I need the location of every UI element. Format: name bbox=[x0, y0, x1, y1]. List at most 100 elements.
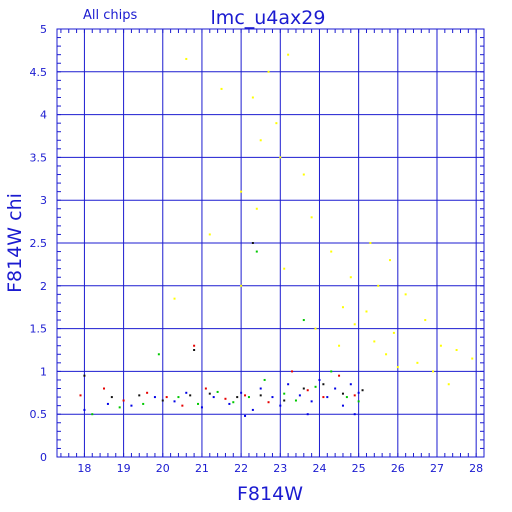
data-point bbox=[259, 139, 262, 142]
data-point bbox=[279, 404, 282, 407]
data-point bbox=[240, 190, 243, 193]
data-point bbox=[330, 370, 333, 373]
data-point bbox=[91, 413, 94, 416]
data-point bbox=[83, 374, 86, 377]
data-point bbox=[302, 319, 305, 322]
data-point bbox=[322, 396, 325, 399]
data-point bbox=[361, 389, 364, 392]
data-point bbox=[106, 402, 109, 405]
data-points bbox=[79, 53, 474, 417]
data-point bbox=[118, 406, 121, 409]
y-tick-label: 3.5 bbox=[30, 151, 48, 164]
data-point bbox=[153, 396, 156, 399]
data-point bbox=[193, 349, 196, 351]
data-point bbox=[310, 400, 313, 403]
data-point bbox=[283, 399, 286, 402]
data-point bbox=[259, 387, 262, 390]
data-point bbox=[330, 250, 333, 253]
data-point bbox=[247, 396, 250, 399]
data-point bbox=[341, 404, 344, 407]
data-point bbox=[388, 259, 391, 262]
grid-lines bbox=[57, 28, 484, 458]
data-point bbox=[244, 414, 247, 417]
data-point bbox=[267, 401, 270, 404]
data-point bbox=[302, 387, 305, 390]
data-point bbox=[208, 233, 211, 236]
data-point bbox=[326, 396, 329, 399]
data-point bbox=[447, 383, 450, 386]
data-point bbox=[322, 383, 325, 386]
x-tick-label: 23 bbox=[273, 462, 287, 475]
y-tick-label: 2.5 bbox=[30, 237, 48, 250]
y-tick-label: 2 bbox=[40, 280, 47, 293]
data-point bbox=[165, 396, 168, 399]
x-tick-label: 18 bbox=[77, 462, 91, 475]
data-point bbox=[130, 404, 133, 407]
x-tick-label: 21 bbox=[195, 462, 209, 475]
data-point bbox=[424, 319, 427, 322]
data-point bbox=[244, 394, 247, 397]
data-point bbox=[251, 408, 254, 411]
data-point bbox=[353, 413, 356, 416]
data-point bbox=[110, 396, 113, 399]
data-point bbox=[385, 353, 388, 356]
data-point bbox=[416, 361, 419, 364]
data-point bbox=[310, 216, 313, 219]
data-point bbox=[259, 394, 262, 397]
data-point bbox=[193, 344, 196, 347]
data-point bbox=[220, 87, 223, 90]
data-point bbox=[369, 242, 372, 244]
data-point bbox=[236, 396, 239, 399]
x-axis-ticks: 18 19 20 21 22 23 24 25 26 27 28 bbox=[60, 29, 485, 475]
data-point bbox=[291, 370, 294, 373]
data-point bbox=[204, 387, 207, 390]
data-point bbox=[177, 396, 180, 399]
data-point bbox=[334, 387, 337, 390]
chart-subtitle: All chips bbox=[83, 8, 137, 23]
y-axis-label: F814W chi bbox=[4, 193, 26, 293]
data-point bbox=[341, 306, 344, 309]
data-point bbox=[294, 399, 297, 402]
data-point bbox=[392, 331, 395, 334]
data-point bbox=[232, 401, 235, 404]
x-tick-label: 27 bbox=[430, 462, 444, 475]
data-point bbox=[138, 394, 141, 397]
y-tick-label: 5 bbox=[40, 23, 47, 36]
data-point bbox=[103, 387, 106, 390]
data-point bbox=[432, 370, 435, 373]
data-point bbox=[161, 399, 164, 402]
x-tick-label: 26 bbox=[391, 462, 405, 475]
data-point bbox=[341, 392, 344, 395]
data-point bbox=[349, 383, 352, 386]
data-point bbox=[455, 349, 458, 351]
x-tick-label: 25 bbox=[352, 462, 366, 475]
data-point bbox=[263, 378, 266, 381]
data-point bbox=[228, 402, 231, 405]
data-point bbox=[271, 396, 274, 399]
data-point bbox=[318, 378, 321, 381]
data-point bbox=[287, 383, 290, 386]
data-point bbox=[197, 402, 200, 405]
data-point bbox=[142, 402, 145, 405]
y-tick-label: 1.5 bbox=[30, 323, 48, 336]
data-point bbox=[216, 390, 219, 393]
data-point bbox=[208, 392, 211, 395]
data-point bbox=[338, 374, 341, 377]
y-tick-label: 0.5 bbox=[30, 408, 48, 421]
data-point bbox=[173, 400, 176, 403]
data-point bbox=[83, 408, 86, 411]
data-point bbox=[298, 394, 301, 397]
x-axis-label: F814W bbox=[237, 483, 303, 505]
data-point bbox=[200, 406, 203, 409]
y-tick-label: 4.5 bbox=[30, 66, 48, 79]
data-point bbox=[314, 327, 317, 330]
data-point bbox=[365, 310, 368, 313]
x-tick-label: 19 bbox=[117, 462, 131, 475]
data-point bbox=[240, 284, 243, 287]
data-point bbox=[396, 366, 399, 369]
data-point bbox=[255, 250, 258, 253]
data-point bbox=[471, 357, 474, 360]
data-point bbox=[314, 385, 317, 388]
data-point bbox=[306, 413, 309, 416]
y-tick-label: 3 bbox=[40, 194, 47, 207]
